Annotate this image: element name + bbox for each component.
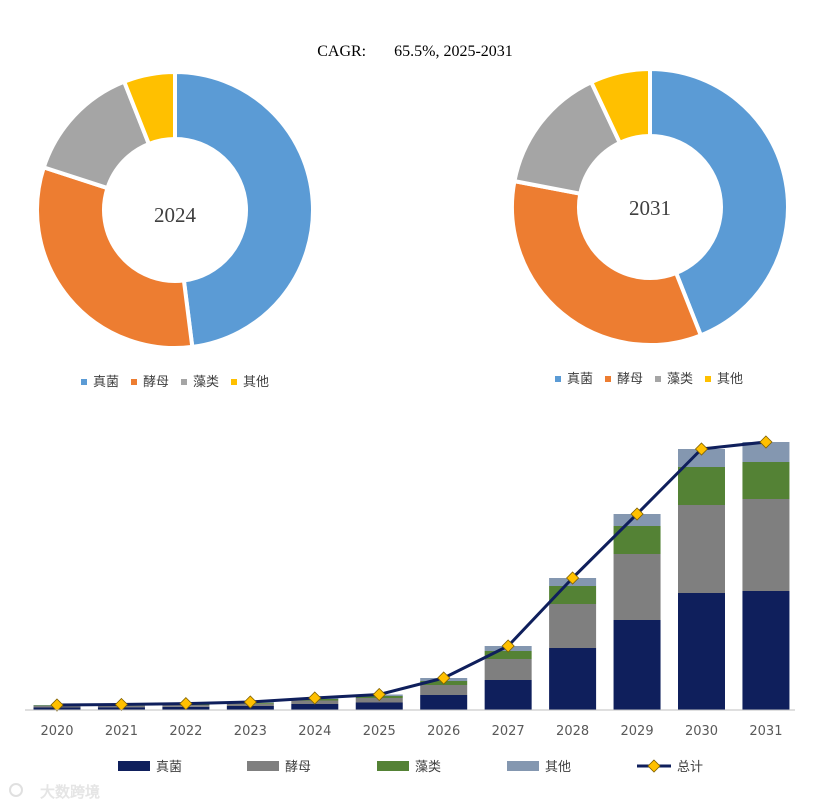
bar-2030-2: [678, 467, 725, 505]
legend-label-2031-0: 真菌: [567, 372, 593, 387]
bar-legend-marker-swatch: [647, 759, 661, 773]
bar-2025-0: [355, 702, 403, 710]
x-tick-label-2023: 2023: [234, 724, 267, 739]
legend-swatch-2031-0: [555, 376, 561, 382]
donut-slice-2024-0: [173, 69, 315, 350]
donut-center-label-2024: 2024: [154, 203, 197, 227]
donut-center-label-2031: 2031: [629, 196, 671, 220]
legend-swatch-2031-2: [655, 376, 661, 382]
watermark-logo-icon: [9, 783, 23, 797]
x-tick-label-2020: 2020: [40, 724, 73, 739]
donut-legend-2024: 真菌 酵母 藻类 其他: [81, 375, 269, 390]
x-axis: 2020 2021 2022 2023 2024 2025 2026 2027 2028 2029…: [25, 709, 795, 739]
legend-swatch-2024-0: [81, 379, 87, 385]
bar-2028-0: [549, 648, 597, 710]
bar-legend-label-3: 其他: [545, 760, 571, 775]
total-marker-2028: [566, 571, 580, 585]
x-tick-label-2028: 2028: [556, 724, 589, 739]
total-line-series: [50, 435, 773, 712]
cagr-label: CAGR:: [317, 43, 366, 60]
x-tick-label-2026: 2026: [427, 724, 460, 739]
bar-2031-0: [742, 591, 790, 710]
bar-2027-1: [484, 659, 532, 680]
legend-label-2024-0: 真菌: [93, 375, 119, 390]
bar-2027-0: [484, 680, 532, 710]
total-marker-2023: [243, 695, 257, 709]
total-marker-2026: [437, 671, 451, 685]
x-tick-label-2031: 2031: [749, 724, 782, 739]
legend-label-2024-3: 其他: [243, 375, 269, 390]
donut-chart-2024: [35, 69, 315, 350]
donut-slice-2031-3: [588, 66, 652, 146]
legend-label-2024-1: 酵母: [143, 375, 169, 390]
x-tick-label-2024: 2024: [298, 724, 331, 739]
legend-label-2024-2: 藻类: [193, 375, 219, 390]
bar-2030-1: [678, 505, 725, 593]
bar-2031-3: [742, 442, 790, 462]
donut-chart-2031: [510, 66, 790, 347]
bar-2030-0: [678, 593, 725, 710]
total-marker-2029: [630, 507, 644, 521]
x-tick-label-2025: 2025: [363, 724, 396, 739]
bar-2026-1: [420, 685, 468, 695]
donut-slice-2031-0: [648, 66, 790, 338]
cagr-text: CAGR: 65.5%, 2025-2031: [317, 43, 513, 60]
total-marker-2031: [759, 435, 773, 449]
total-marker-2027: [501, 639, 515, 653]
bar-2024-0: [291, 704, 339, 710]
bar-legend-label-2: 藻类: [415, 760, 441, 775]
x-tick-label-2030: 2030: [685, 724, 718, 739]
x-tick-label-2027: 2027: [492, 724, 525, 739]
bar-2031-2: [742, 462, 790, 499]
bar-legend-label-total: 总计: [677, 760, 703, 775]
bar-2031-1: [742, 499, 790, 591]
total-line: [56, 440, 767, 707]
total-marker-2024: [308, 691, 322, 705]
x-tick-label-2021: 2021: [105, 724, 138, 739]
bar-2028-1: [549, 604, 597, 648]
bar-2026-0: [420, 695, 468, 710]
legend-swatch-2031-1: [605, 376, 611, 382]
x-tick-label-2029: 2029: [621, 724, 654, 739]
cagr-value: 65.5%, 2025-2031: [394, 43, 513, 60]
donut-legend-2031: 真菌 酵母 藻类 其他: [555, 372, 743, 387]
total-marker-2020: [50, 698, 64, 712]
bar-legend-swatch-1: [247, 761, 279, 771]
legend-label-2031-3: 其他: [717, 372, 743, 387]
x-tick-label-2022: 2022: [169, 724, 202, 739]
legend-swatch-2024-2: [181, 379, 187, 385]
bar-chart-legend: 真菌 酵母 藻类 其他 总计: [118, 759, 703, 775]
bar-legend-swatch-2: [377, 761, 409, 771]
bar-legend-swatch-0: [118, 761, 150, 771]
watermark-text: 大数跨境: [40, 783, 100, 801]
donut-slice-2031-1: [510, 178, 704, 347]
bar-2029-0: [613, 620, 661, 710]
bar-legend-label-1: 酵母: [285, 760, 311, 775]
total-marker-2025: [372, 687, 386, 702]
legend-label-2031-2: 藻类: [667, 372, 693, 387]
legend-swatch-2024-3: [231, 379, 237, 385]
total-marker-2030: [694, 442, 709, 456]
donut-slice-2024-3: [121, 69, 177, 147]
bar-2027-2: [484, 651, 532, 659]
donut-slice-2024-1: [35, 164, 195, 350]
stacked-bar-chart: [33, 442, 790, 710]
bar-legend-swatch-3: [507, 761, 539, 771]
watermark: 大数跨境: [9, 783, 100, 801]
legend-label-2031-1: 酵母: [617, 372, 643, 387]
bar-2029-1: [613, 554, 661, 620]
legend-swatch-2031-3: [705, 376, 711, 382]
legend-swatch-2024-1: [131, 379, 137, 385]
bar-legend-label-0: 真菌: [156, 760, 182, 775]
